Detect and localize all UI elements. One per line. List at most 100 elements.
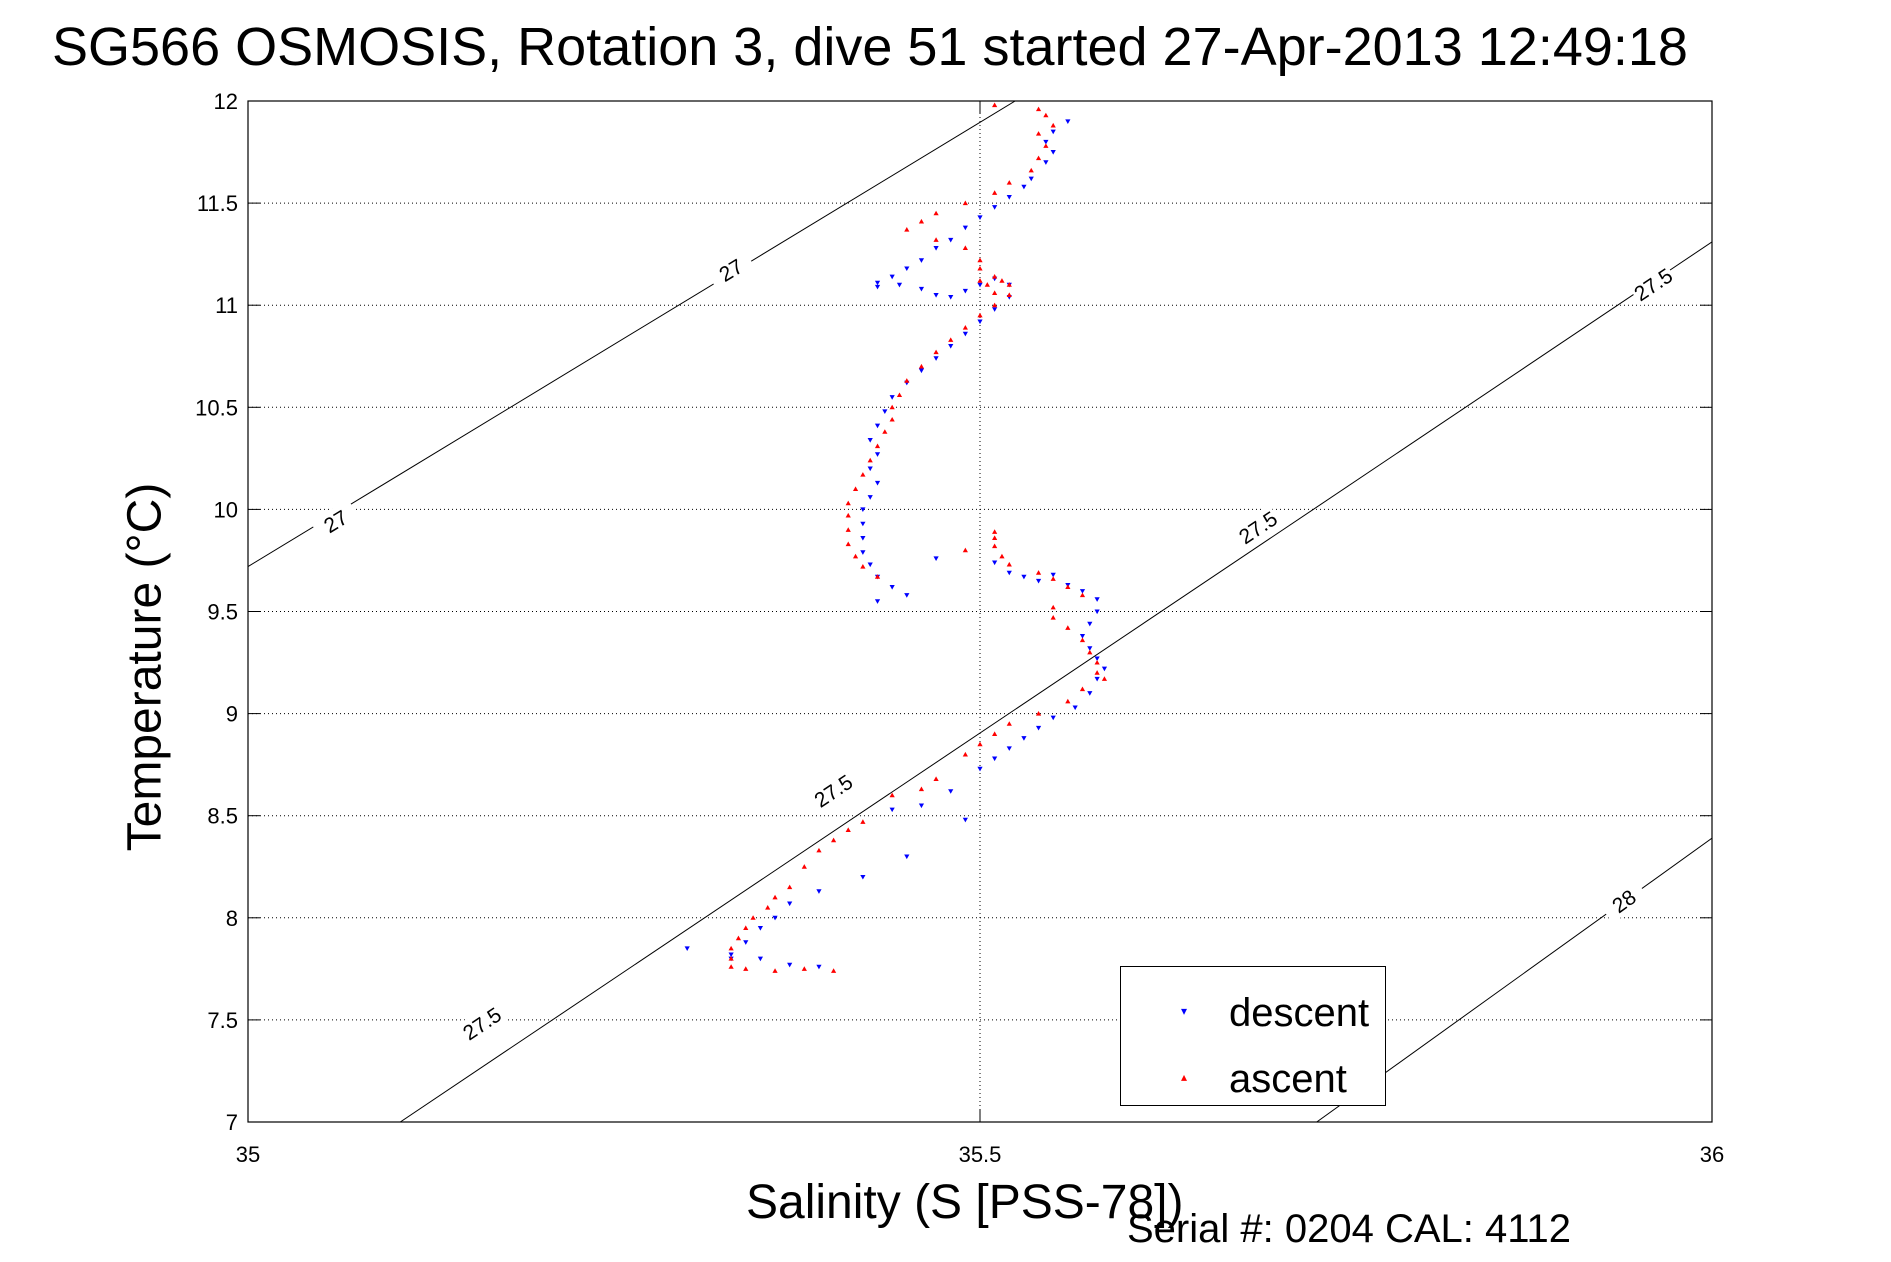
ascent-point — [750, 915, 756, 920]
descent-point — [904, 266, 910, 272]
ascent-point — [728, 956, 734, 961]
ascent-point — [816, 847, 822, 853]
descent-point — [1050, 150, 1056, 155]
ascent-point — [992, 731, 998, 737]
density-contour-line — [248, 101, 1016, 568]
descent-point — [882, 409, 888, 414]
down-triangle-icon: ▾ — [1181, 1004, 1188, 1018]
descent-point — [867, 495, 873, 500]
descent-point — [1021, 574, 1027, 580]
ascent-point — [1028, 167, 1034, 173]
ascent-point — [765, 904, 771, 910]
descent-point — [977, 319, 983, 325]
ascent-point — [933, 776, 939, 781]
ascent-point — [889, 792, 895, 798]
ascent-point — [728, 964, 734, 969]
descent-point — [948, 344, 954, 349]
descent-point — [1006, 746, 1012, 751]
ascent-point — [1087, 649, 1093, 655]
y-tick-label: 11.5 — [197, 191, 238, 216]
descent-point — [1043, 139, 1049, 145]
legend-item-descent: ▾ descent — [1121, 987, 1385, 1037]
descent-point — [1087, 621, 1093, 627]
descent-point — [918, 258, 925, 263]
ascent-point — [801, 864, 807, 869]
ascent-point — [1035, 711, 1042, 716]
ascent-point — [977, 257, 983, 263]
ascent-point — [977, 312, 983, 318]
ascent-point — [992, 535, 998, 540]
ascent-point — [1035, 570, 1042, 575]
descent-point — [816, 889, 822, 894]
ascent-point — [918, 786, 925, 792]
y-tick-label: 11 — [215, 293, 238, 318]
ascent-point — [874, 574, 881, 579]
up-triangle-icon: ▴ — [1181, 1070, 1188, 1084]
contour-label-bg — [1627, 261, 1678, 307]
descent-point — [1035, 578, 1042, 584]
descent-point — [1006, 194, 1012, 200]
y-tick-label: 9 — [226, 702, 238, 727]
ascent-point — [1094, 659, 1100, 665]
y-tick-label: 12 — [214, 89, 238, 114]
descent-point — [1094, 676, 1100, 682]
ascent-point — [845, 512, 851, 518]
descent-point — [1101, 666, 1108, 672]
ascent-point — [874, 443, 881, 449]
descent-point — [889, 274, 895, 280]
descent-point — [860, 507, 866, 512]
ascent-point — [933, 237, 939, 242]
descent-point — [992, 205, 998, 210]
ascent-point — [1006, 721, 1012, 726]
ascent-point — [962, 200, 968, 206]
grid-lines — [248, 101, 1712, 1122]
descent-point — [743, 940, 749, 945]
descent-point — [962, 225, 968, 231]
ascent-point — [787, 884, 793, 890]
descent-point — [1079, 634, 1086, 639]
ascent-point — [860, 563, 866, 569]
ascent-point — [831, 837, 837, 843]
tick-labels: 35 35.5 36 7 7.5 8 8.5 9 9.5 10 10.5 11 11.5 12 — [195, 89, 1724, 1167]
descent-point — [933, 556, 939, 562]
ascent-point — [1050, 615, 1056, 620]
ascent-point — [852, 553, 859, 559]
descent-point — [1028, 176, 1034, 182]
ascent-point — [992, 543, 998, 549]
descent-point — [728, 952, 734, 958]
ascent-point — [1006, 561, 1012, 567]
descent-point — [1087, 691, 1093, 696]
chart-title: SG566 OSMOSIS, Rotation 3, dive 51 start… — [52, 17, 1688, 77]
ascent-point — [772, 968, 778, 973]
ascent-point — [1043, 112, 1049, 118]
descent-point — [896, 282, 903, 288]
ascent-point — [962, 245, 968, 251]
descent-point — [977, 215, 983, 220]
descent-point — [992, 756, 998, 762]
legend-label-ascent: ascent — [1229, 1057, 1347, 1101]
axis-ticks — [247, 100, 1713, 1123]
descent-point — [948, 295, 954, 300]
ascent-point — [904, 378, 910, 383]
descent-point — [962, 817, 968, 823]
contour-label-bg — [310, 499, 361, 543]
ascent-point — [735, 935, 742, 941]
ascent-point — [889, 404, 895, 410]
ascent-point — [860, 819, 866, 824]
ascent-point — [992, 102, 998, 108]
descent-point — [874, 280, 881, 286]
descent-point — [816, 964, 822, 970]
ascent-point — [1101, 676, 1108, 681]
descent-point — [860, 521, 866, 527]
descent-point — [889, 395, 895, 400]
ascent-point — [999, 278, 1005, 283]
contour-label-bg — [808, 768, 858, 813]
y-tick-label: 7.5 — [207, 1008, 238, 1033]
descent-point — [1021, 184, 1027, 190]
ascent-point — [1079, 686, 1086, 692]
ascent-point — [1079, 637, 1086, 643]
descent-point — [918, 286, 925, 292]
ascent-point — [845, 541, 851, 547]
